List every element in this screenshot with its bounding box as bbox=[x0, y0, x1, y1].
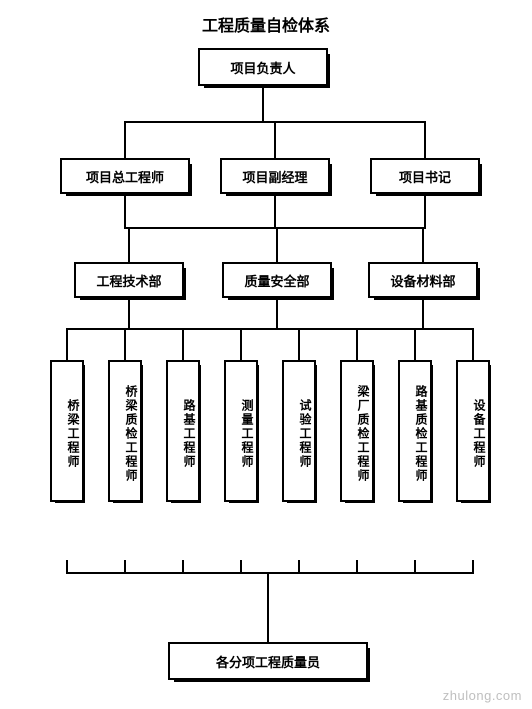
node-equipment-engineer: 设备工程师 bbox=[456, 360, 490, 502]
connector-tick bbox=[240, 560, 242, 572]
connector bbox=[276, 228, 278, 262]
connector-tick bbox=[414, 560, 416, 572]
node-roadbed-engineer: 路基工程师 bbox=[166, 360, 200, 502]
connector bbox=[472, 329, 474, 360]
connector bbox=[240, 329, 242, 360]
connector bbox=[414, 329, 416, 360]
connector bbox=[66, 328, 474, 330]
node-beam-factory-qc-engineer: 梁厂质检工程师 bbox=[340, 360, 374, 502]
connector bbox=[276, 298, 278, 329]
diagram-title: 工程质量自检体系 bbox=[0, 12, 532, 36]
connector bbox=[182, 329, 184, 360]
connector-tick bbox=[298, 560, 300, 572]
node-bridge-engineer: 桥梁工程师 bbox=[50, 360, 84, 502]
connector bbox=[128, 228, 130, 262]
connector bbox=[424, 194, 426, 228]
connector bbox=[422, 298, 424, 329]
watermark: zhulong.com bbox=[443, 688, 522, 703]
node-test-engineer: 试验工程师 bbox=[282, 360, 316, 502]
connector bbox=[124, 194, 126, 228]
node-quality-safety-dept: 质量安全部 bbox=[222, 262, 332, 298]
connector bbox=[262, 86, 264, 122]
connector-tick bbox=[356, 560, 358, 572]
node-subproject-quality-staff: 各分项工程质量员 bbox=[168, 642, 368, 680]
node-roadbed-qc-engineer: 路基质检工程师 bbox=[398, 360, 432, 502]
connector bbox=[274, 194, 276, 228]
connector bbox=[274, 122, 276, 158]
node-bridge-qc-engineer: 桥梁质检工程师 bbox=[108, 360, 142, 502]
connector-tick bbox=[182, 560, 184, 572]
connector bbox=[422, 228, 424, 262]
connector-tick bbox=[124, 560, 126, 572]
connector bbox=[128, 298, 130, 329]
connector bbox=[424, 122, 426, 158]
connector bbox=[124, 227, 426, 229]
connector-tick bbox=[472, 560, 474, 572]
connector bbox=[124, 122, 126, 158]
connector bbox=[66, 572, 474, 574]
node-engineering-dept: 工程技术部 bbox=[74, 262, 184, 298]
connector-tick bbox=[66, 560, 68, 572]
connector bbox=[267, 572, 269, 642]
connector bbox=[124, 329, 126, 360]
node-secretary: 项目书记 bbox=[370, 158, 480, 194]
node-survey-engineer: 测量工程师 bbox=[224, 360, 258, 502]
node-deputy-manager: 项目副经理 bbox=[220, 158, 330, 194]
connector bbox=[66, 329, 68, 360]
node-equipment-material-dept: 设备材料部 bbox=[368, 262, 478, 298]
connector bbox=[298, 329, 300, 360]
node-project-leader: 项目负责人 bbox=[198, 48, 328, 86]
node-chief-engineer: 项目总工程师 bbox=[60, 158, 190, 194]
connector bbox=[356, 329, 358, 360]
